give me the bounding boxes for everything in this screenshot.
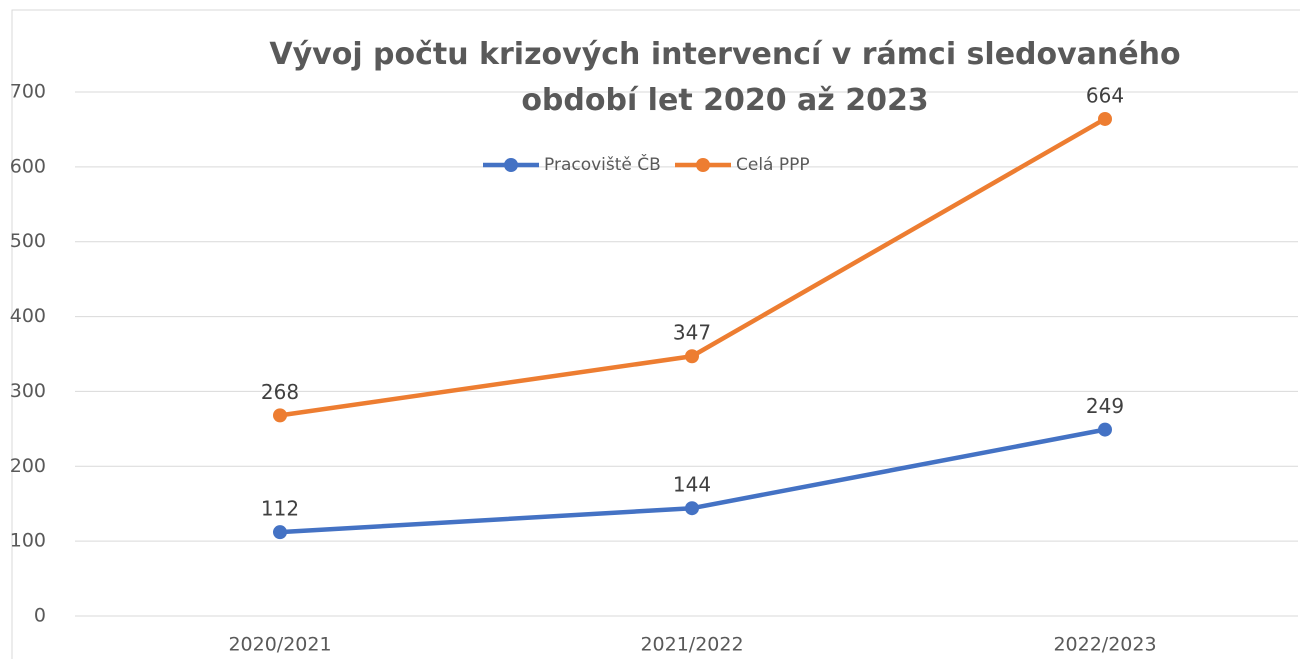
y-tick-label: 500 bbox=[10, 230, 46, 252]
y-tick-label: 100 bbox=[10, 530, 46, 552]
data-point bbox=[273, 525, 287, 540]
y-tick-label: 200 bbox=[10, 455, 46, 477]
data-point bbox=[273, 408, 287, 423]
y-tick-label: 300 bbox=[10, 380, 46, 402]
legend-marker bbox=[504, 158, 518, 172]
x-tick-label: 2022/2023 bbox=[1053, 634, 1156, 656]
data-label: 664 bbox=[1086, 83, 1124, 107]
chart-title: Vývoj počtu krizových intervencí v rámci… bbox=[269, 37, 1181, 118]
data-label: 144 bbox=[673, 473, 711, 497]
data-point bbox=[1098, 422, 1112, 437]
legend-marker bbox=[696, 158, 710, 172]
chart-border bbox=[11, 9, 1300, 659]
data-label: 112 bbox=[261, 497, 299, 521]
data-point bbox=[1098, 111, 1112, 126]
data-label: 249 bbox=[1086, 394, 1124, 418]
data-label: 268 bbox=[261, 380, 299, 404]
data-label: 347 bbox=[673, 321, 711, 345]
x-tick-label: 2020/2021 bbox=[228, 634, 331, 656]
x-tick-label: 2021/2022 bbox=[640, 634, 743, 656]
legend-label: Pracoviště ČB bbox=[544, 153, 661, 175]
y-tick-label: 600 bbox=[10, 155, 46, 177]
y-tick-label: 700 bbox=[10, 81, 46, 103]
data-point bbox=[685, 501, 699, 516]
y-tick-label: 400 bbox=[10, 305, 46, 327]
y-tick-label: 0 bbox=[34, 605, 46, 627]
legend-label: Celá PPP bbox=[736, 155, 810, 175]
data-point bbox=[685, 349, 699, 364]
